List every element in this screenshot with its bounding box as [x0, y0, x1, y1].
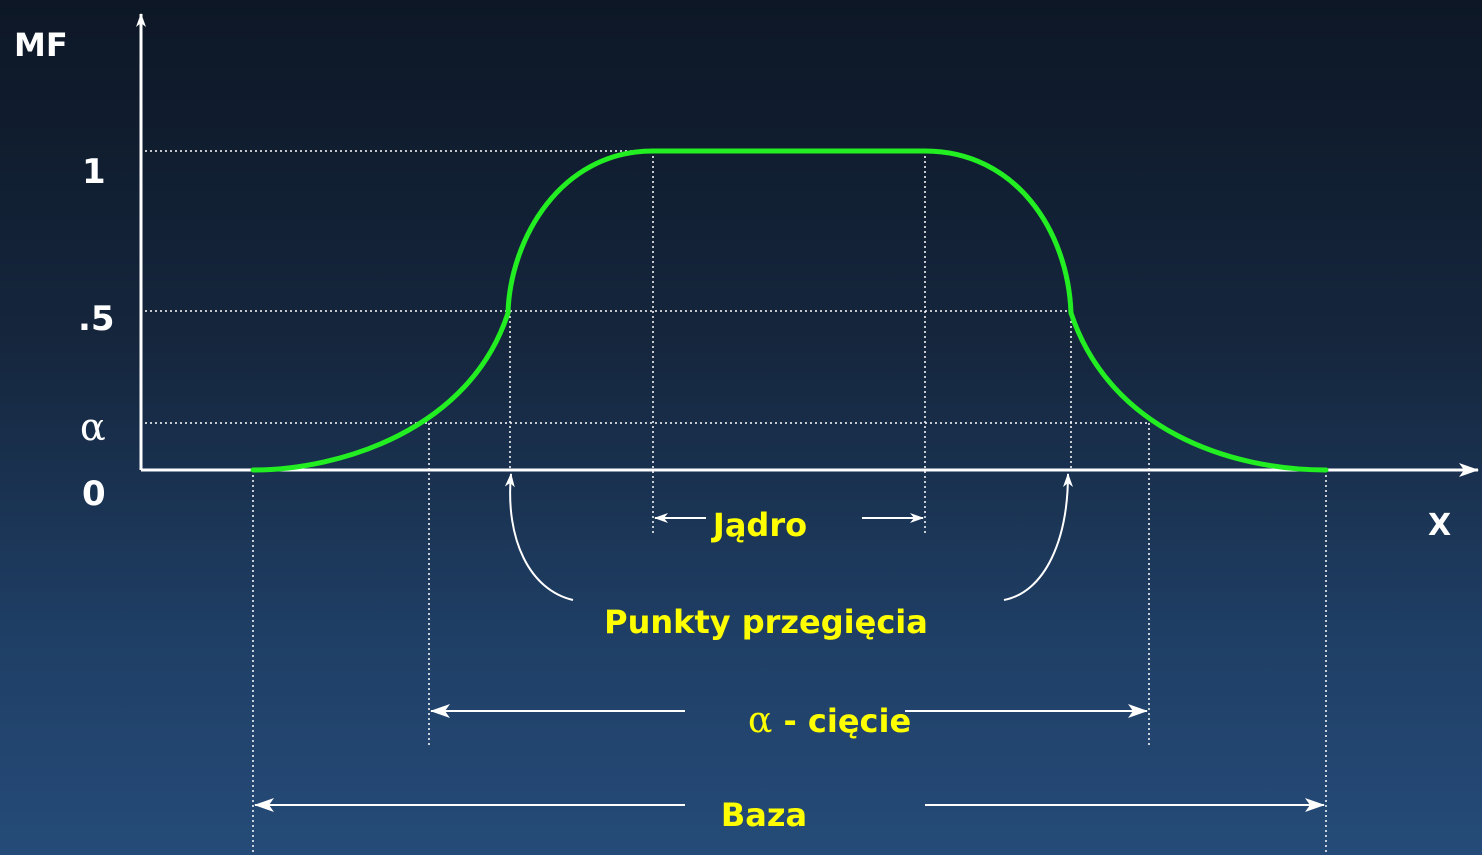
membership-curve	[250, 148, 1329, 473]
support-label: Baza	[721, 796, 807, 834]
crossover-label: Punkty przegięcia	[604, 603, 928, 641]
y-tick-zero: 0	[82, 474, 106, 514]
alpha-cut-symbol: α	[748, 700, 772, 741]
y-tick-one: 1	[82, 152, 106, 192]
y-tick-half: .5	[78, 299, 115, 339]
crossover-arrow-right	[1003, 473, 1073, 601]
alpha-cut-text: - cięcie	[772, 702, 911, 740]
y-axis-label: MF	[14, 26, 68, 64]
core-label: Jądro	[711, 506, 807, 544]
alpha-cut-label: α - cięcie	[748, 700, 911, 741]
x-axis-label: X	[1428, 508, 1451, 543]
y-tick-alpha: α	[80, 405, 106, 449]
crossover-arrow-left	[504, 473, 574, 601]
